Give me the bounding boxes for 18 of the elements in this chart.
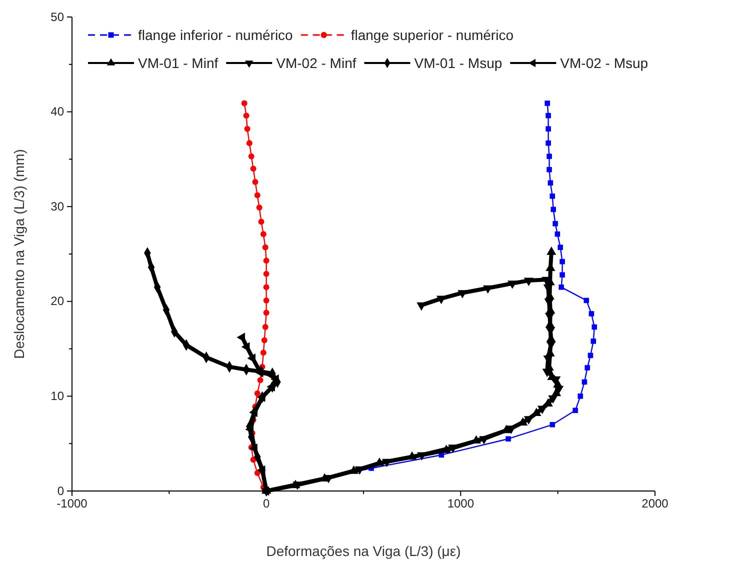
x-tick-label: 0 <box>262 496 270 511</box>
y-tick-label: 20 <box>50 294 64 308</box>
legend-label: VM-02 - Msup <box>560 55 648 71</box>
legend-label: flange inferior - numérico <box>138 27 294 43</box>
legend-label: VM-01 - Minf <box>138 55 218 71</box>
y-tick-label: 10 <box>50 389 64 404</box>
x-tick-label: 2000 <box>642 496 669 511</box>
y-tick-label: 50 <box>50 10 64 24</box>
legend-label: VM-01 - Msup <box>414 55 502 71</box>
y-axis-title: Deslocamento na Viga (L/3) (mm) <box>11 149 27 359</box>
y-tick-label: 0 <box>57 484 64 498</box>
x-axis-title: Deformações na Viga (L/3) (με) <box>266 543 461 559</box>
y-tick-label: 40 <box>50 104 64 119</box>
legend-label: VM-02 - Minf <box>276 55 356 71</box>
x-tick-label: -1000 <box>56 496 88 511</box>
y-tick-label: 30 <box>50 199 64 214</box>
legend-label: flange superior - numérico <box>350 27 514 43</box>
x-tick-label: 1000 <box>447 496 474 511</box>
